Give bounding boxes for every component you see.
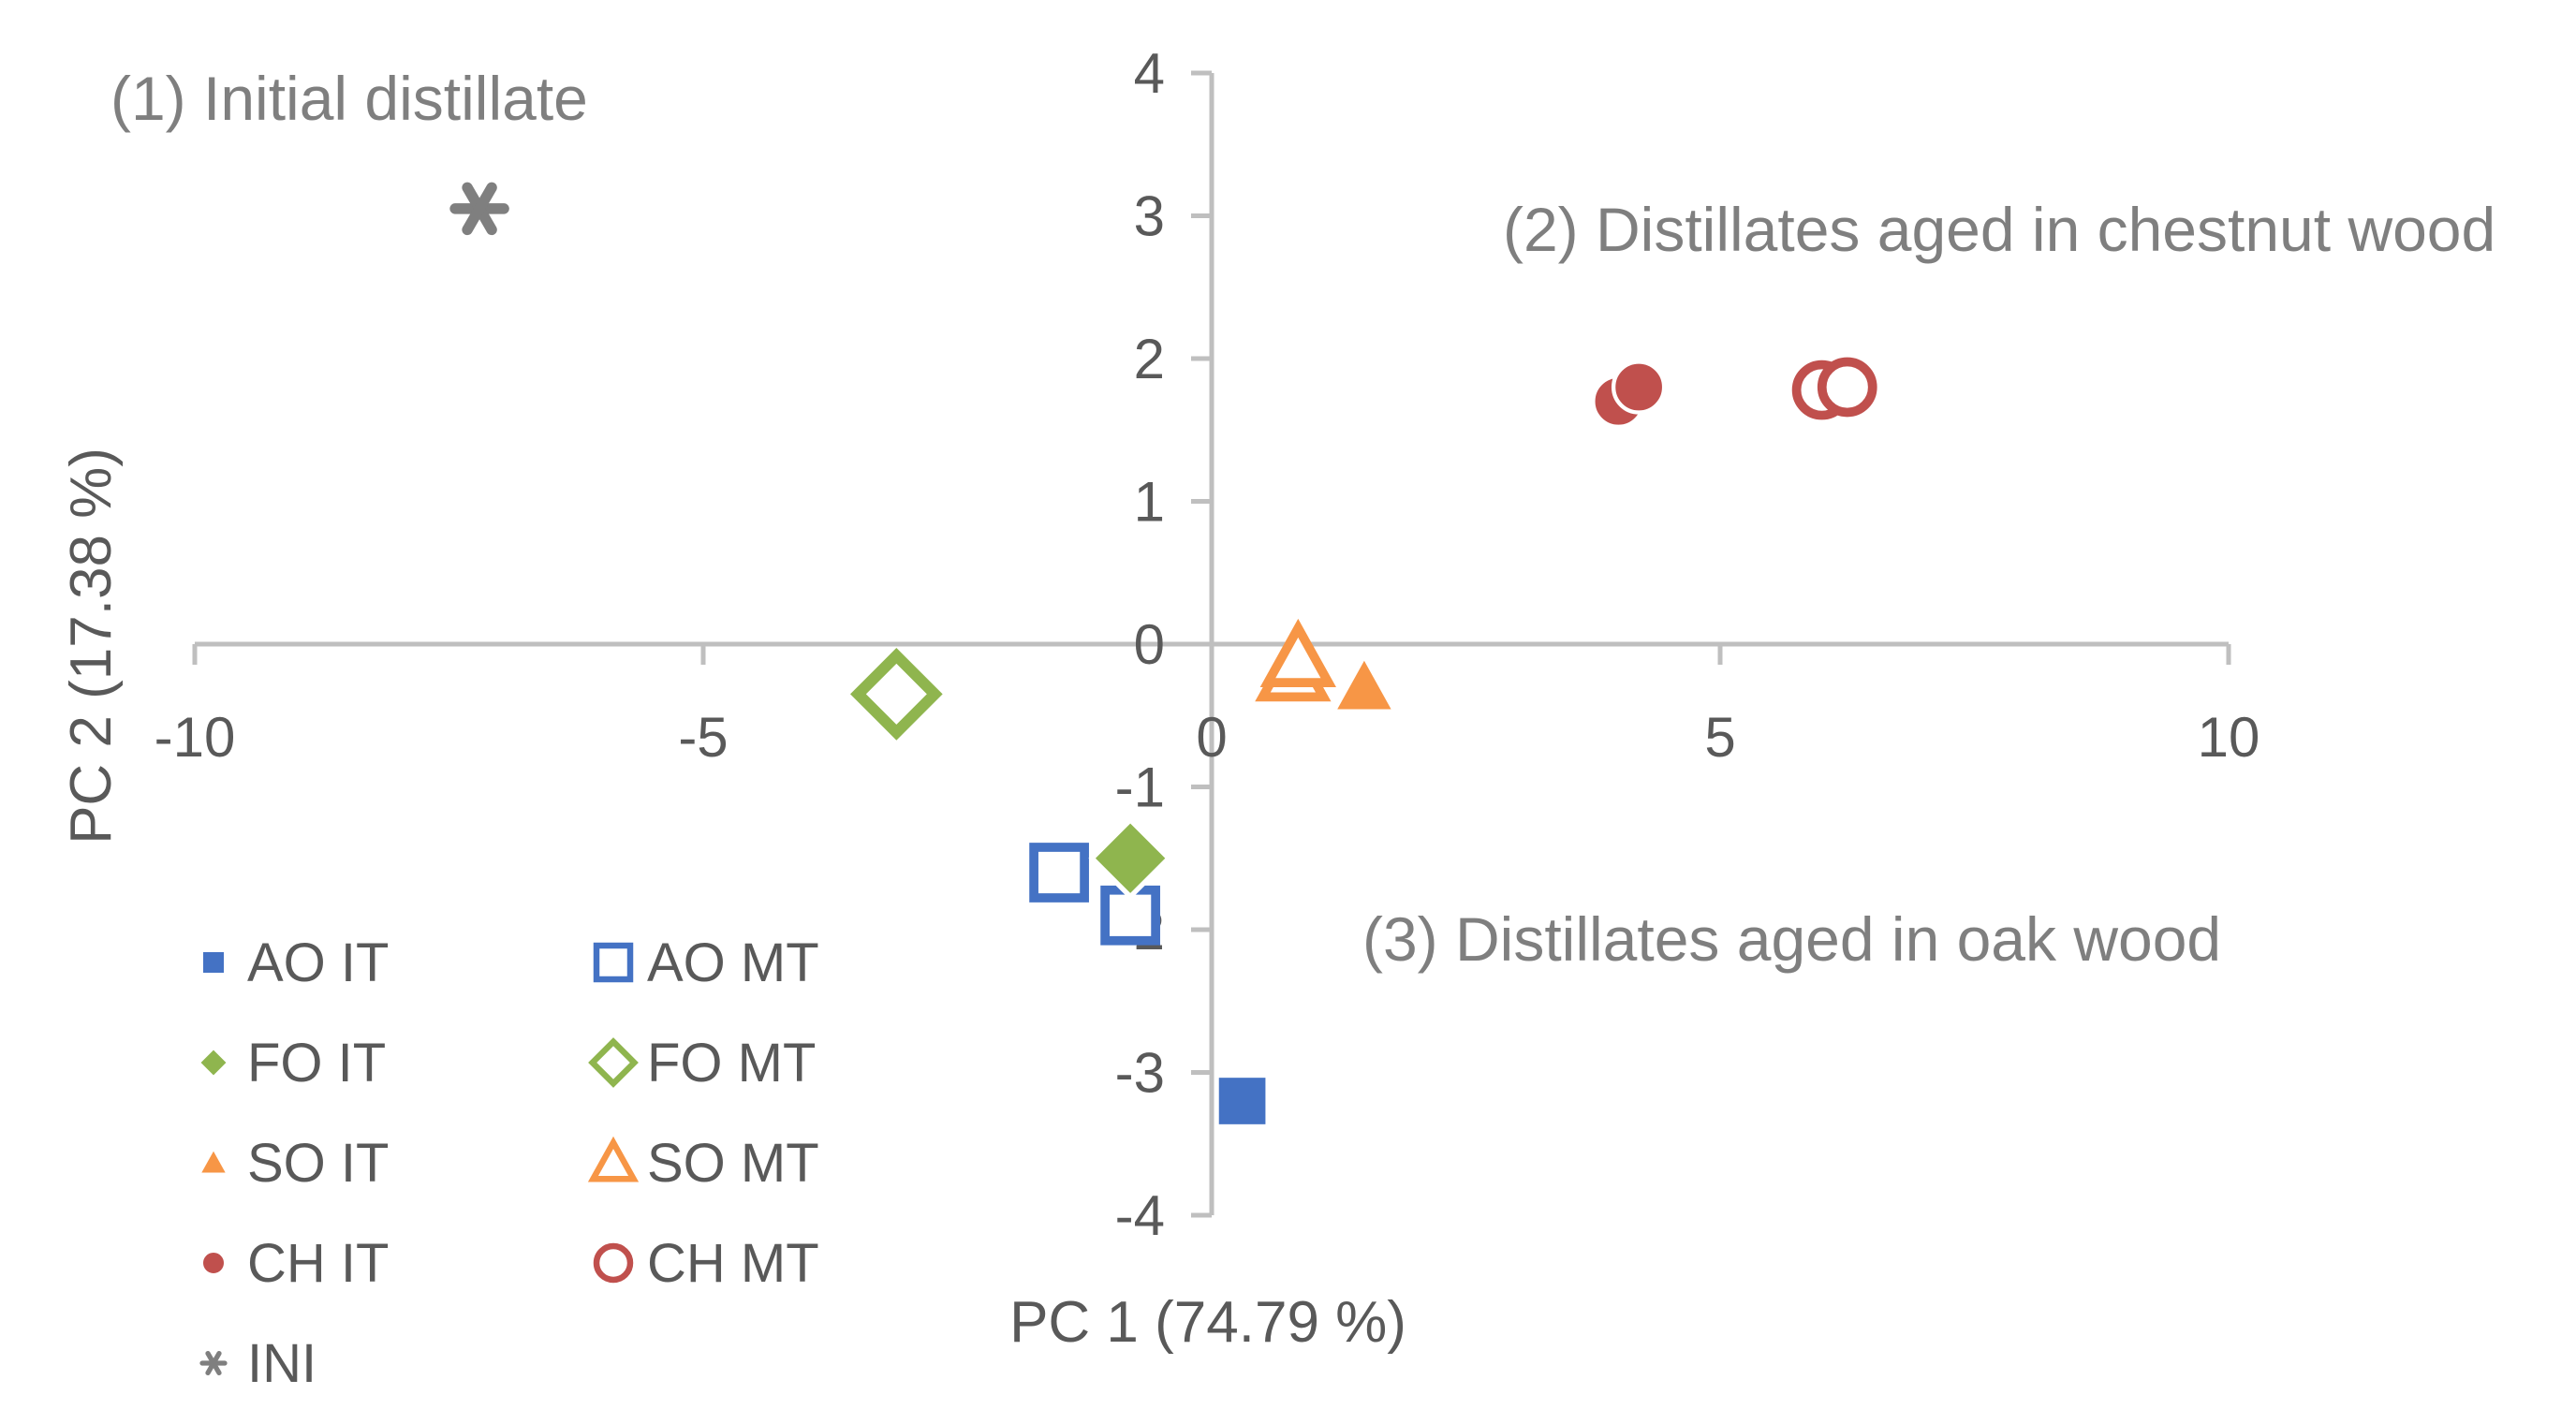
point-fo-mt [850, 648, 943, 741]
point-ini [449, 182, 509, 236]
legend-marker-ch-mt [593, 1242, 634, 1284]
x-tick-label: 10 [2198, 706, 2260, 769]
legend: AO IT AO MT FO IT FO MT SO IT SO MT CH IT CH MT… [198, 932, 819, 1394]
legend-marker-so-it [198, 1147, 229, 1175]
x-axis-ticks: -10 -5 0 5 10 [155, 644, 2260, 769]
y-tick-label: -4 [1115, 1184, 1165, 1247]
point-ao-mt [1029, 843, 1089, 903]
annotation-chestnut-wood: (2) Distillates aged in chestnut wood [1503, 195, 2495, 264]
point-so-it [1330, 652, 1398, 713]
data-points [449, 182, 1877, 1129]
x-tick-label: 0 [1196, 706, 1227, 769]
y-axis-title: PC 2 (17.38 %) [59, 448, 124, 844]
y-tick-label: 3 [1134, 185, 1165, 248]
legend-label-so-mt: SO MT [647, 1133, 819, 1194]
legend-label-ch-it: CH IT [247, 1233, 389, 1294]
legend-marker-fo-it [198, 1047, 229, 1079]
legend-marker-so-mt [587, 1136, 640, 1182]
y-tick-label: 4 [1134, 42, 1165, 105]
x-tick-label: -5 [678, 706, 728, 769]
point-ao-it [1214, 1073, 1270, 1129]
legend-marker-fo-mt [588, 1037, 639, 1088]
legend-marker-ao-mt [593, 942, 634, 983]
point-ch-it [1611, 360, 1667, 415]
legend-marker-ao-it [201, 950, 226, 975]
x-axis-title: PC 1 (74.79 %) [1009, 1290, 1406, 1355]
annotation-initial-distillate: (1) Initial distillate [110, 64, 588, 133]
legend-label-fo-it: FO IT [247, 1033, 386, 1094]
y-tick-label: -1 [1115, 756, 1165, 819]
point-so-mt [1259, 618, 1336, 688]
legend-label-fo-mt: FO MT [647, 1033, 816, 1094]
legend-marker-ch-it [201, 1251, 226, 1275]
point-ao-mt [1100, 885, 1160, 946]
y-tick-label: -3 [1115, 1042, 1165, 1105]
legend-label-so-it: SO IT [247, 1133, 389, 1194]
legend-label-ini: INI [247, 1333, 316, 1394]
legend-label-ao-mt: AO MT [647, 932, 819, 993]
y-tick-label: 0 [1134, 613, 1165, 676]
point-ch-mt [1817, 357, 1877, 418]
legend-label-ch-mt: CH MT [647, 1233, 819, 1294]
y-tick-label: 2 [1134, 328, 1165, 390]
x-tick-label: -10 [155, 706, 236, 769]
annotation-oak-wood: (3) Distillates aged in oak wood [1362, 904, 2221, 974]
y-tick-label: 1 [1134, 471, 1165, 534]
x-tick-label: 5 [1704, 706, 1735, 769]
legend-label-ao-it: AO IT [247, 932, 389, 993]
legend-marker-ini [199, 1350, 228, 1376]
point-fo-it [1088, 816, 1172, 901]
